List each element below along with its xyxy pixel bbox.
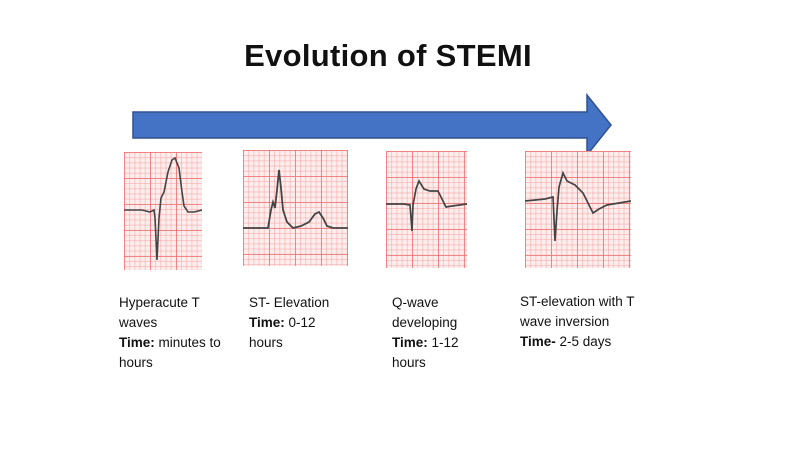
- time-value: 2-5 days: [555, 334, 612, 349]
- caption-line: hours: [392, 355, 426, 370]
- time-value: minutes to: [154, 335, 221, 350]
- slide-title: Evolution of STEMI: [244, 38, 532, 73]
- ecg-st-elevation: [243, 150, 348, 266]
- ecg-hyperacute-t-waves: [124, 152, 202, 270]
- caption-line: hours: [249, 335, 283, 350]
- ecg-st-elevation-t-inversion: [525, 151, 631, 268]
- caption-line: ST- Elevation: [249, 295, 330, 310]
- caption-line: Hyperacute T: [119, 295, 200, 310]
- caption-line: developing: [392, 315, 458, 330]
- stage-caption-st-elevation: ST- Elevation Time: 0-12 hours: [249, 293, 329, 353]
- time-label: Time:: [392, 335, 428, 350]
- caption-line: Q-wave: [392, 295, 439, 310]
- time-label: Time-: [520, 334, 556, 349]
- caption-line: ST-elevation with T: [520, 294, 635, 309]
- timeline-arrow-icon: [132, 92, 612, 158]
- caption-time: Time: 0-12: [249, 313, 329, 333]
- caption-time: Time- 2-5 days: [520, 332, 635, 352]
- caption-line: wave inversion: [520, 314, 610, 329]
- time-label: Time:: [249, 315, 285, 330]
- time-value: 1-12: [427, 335, 459, 350]
- caption-time: Time: minutes to: [119, 333, 221, 353]
- ecg-q-wave-developing: [386, 151, 467, 268]
- stage-caption-hyperacute: Hyperacute T waves Time: minutes to hour…: [119, 293, 221, 373]
- time-label: Time:: [119, 335, 155, 350]
- caption-time: Time: 1-12: [392, 333, 459, 353]
- time-value: 0-12: [284, 315, 316, 330]
- caption-line: hours: [119, 355, 153, 370]
- stage-caption-q-wave: Q-wave developing Time: 1-12 hours: [392, 293, 459, 373]
- caption-line: waves: [119, 315, 158, 330]
- stage-caption-t-inversion: ST-elevation with T wave inversion Time-…: [520, 292, 635, 352]
